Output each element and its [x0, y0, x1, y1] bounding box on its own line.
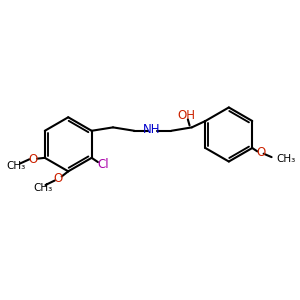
- Text: Cl: Cl: [97, 158, 109, 171]
- Text: O: O: [28, 153, 38, 166]
- Text: CH₃: CH₃: [33, 183, 52, 194]
- Text: O: O: [256, 146, 266, 159]
- Text: NH: NH: [143, 123, 161, 136]
- Text: CH₃: CH₃: [6, 160, 26, 170]
- Text: OH: OH: [178, 109, 196, 122]
- Text: CH₃: CH₃: [277, 154, 296, 164]
- Text: O: O: [54, 172, 63, 185]
